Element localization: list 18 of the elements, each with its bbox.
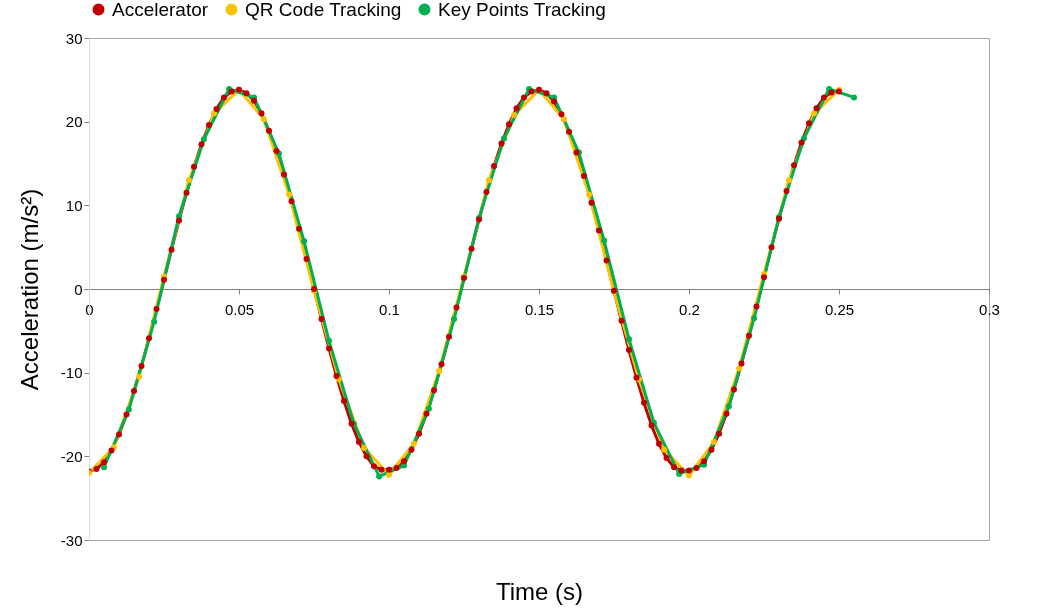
y-tick-label: 30 <box>65 29 83 47</box>
y-tick-label: -30 <box>60 531 83 549</box>
x-tick-label: 0.1 <box>379 300 400 318</box>
legend-label: QR Code Tracking <box>245 0 402 20</box>
x-tick-label: 0.25 <box>824 300 855 318</box>
y-tick-label: -10 <box>60 364 83 382</box>
y-tick-label: 10 <box>65 196 83 214</box>
x-tick-label: 0.3 <box>979 300 1000 318</box>
x-axis-title: Time (s) <box>495 577 584 605</box>
y-tick-label: -20 <box>60 447 83 465</box>
y-tick-label: 20 <box>65 113 83 131</box>
x-tick-label: 0.2 <box>679 300 700 318</box>
legend-label: Key Points Tracking <box>438 0 606 20</box>
x-tick-label: 0.05 <box>224 300 255 318</box>
y-tick-label: 0 <box>74 280 83 298</box>
x-tick-label: 0.15 <box>524 300 555 318</box>
legend-label: Accelerator <box>112 0 209 20</box>
y-axis-title: Acceleration (m/s²) <box>15 188 43 391</box>
